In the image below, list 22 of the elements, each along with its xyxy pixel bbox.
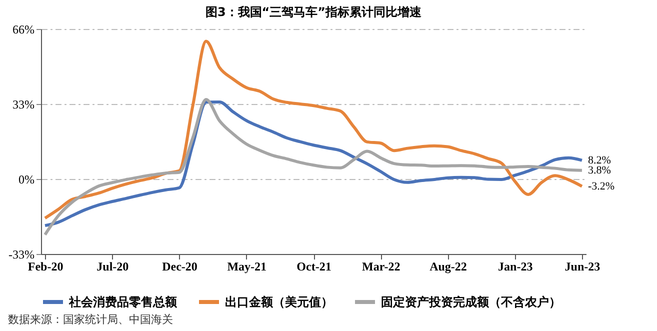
- x-tick-label: Dec-20: [162, 260, 198, 274]
- source-note: 数据来源：国家统计局、中国海关: [7, 312, 174, 327]
- x-tick-label: Jan-23: [498, 260, 533, 274]
- x-tick-label: Aug-22: [430, 260, 467, 274]
- x-tick-label: Jul-20: [96, 260, 129, 274]
- x-tick-label: May-21: [227, 260, 267, 274]
- y-tick-label: 66%: [12, 22, 34, 36]
- line-series: [44, 40, 584, 220]
- y-tick-label: 0%: [18, 172, 34, 186]
- y-tick-label: 33%: [12, 98, 34, 112]
- x-tick-label: Mar-22: [362, 260, 400, 274]
- annotation: 8.2%: [588, 154, 611, 166]
- x-tick-label: Jun-23: [564, 260, 600, 274]
- legend-label: 社会消费品零售总额: [68, 295, 178, 309]
- y-tick-label: -33%: [8, 248, 34, 262]
- legend-label: 固定资产投资完成额（不含农户）: [381, 295, 561, 309]
- annotation: 3.8%: [588, 164, 611, 176]
- x-tick-label: Feb-20: [28, 260, 64, 274]
- annotation: -3.2%: [588, 180, 615, 192]
- x-tick-label: Oct-21: [296, 260, 332, 274]
- chart-title: 图3：我国“三驾马车”指标累计同比增速: [205, 5, 423, 19]
- legend-label: 出口金额（美元值）: [225, 295, 333, 309]
